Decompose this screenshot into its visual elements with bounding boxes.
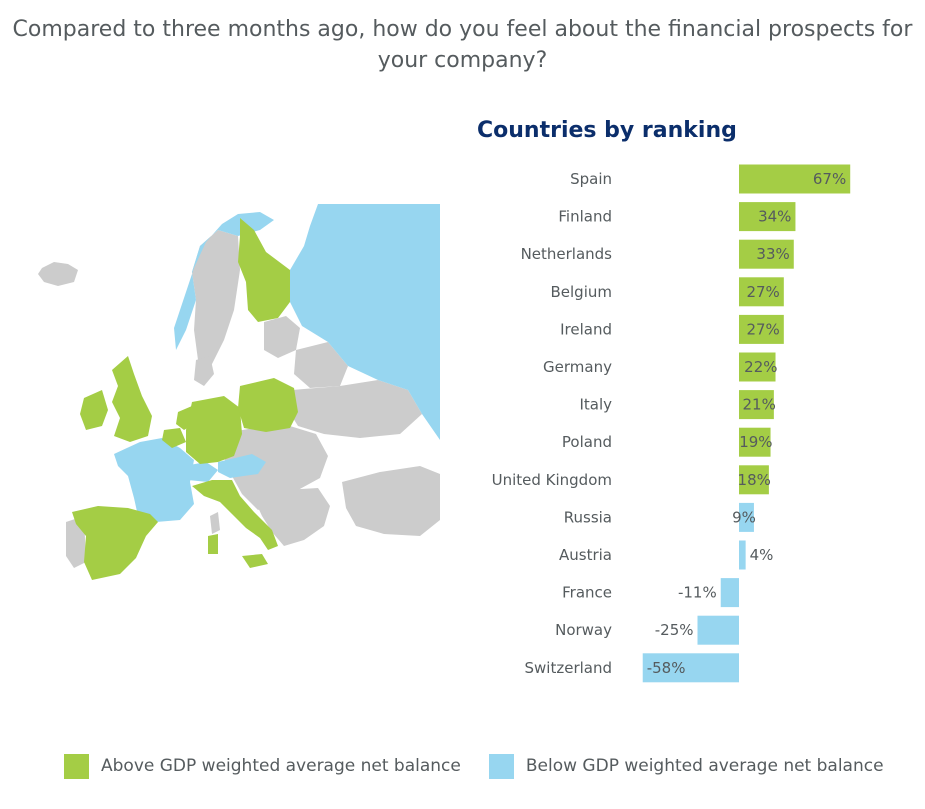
bar-austria bbox=[739, 540, 746, 570]
bar-russia bbox=[739, 502, 754, 532]
baltics-shape bbox=[264, 316, 300, 358]
bar-norway bbox=[697, 615, 739, 645]
russia-shape bbox=[290, 204, 440, 440]
value-label-switzerland: -58% bbox=[647, 659, 686, 677]
bar-spain bbox=[739, 164, 851, 194]
bar-france bbox=[720, 578, 739, 608]
bar-germany bbox=[739, 352, 776, 382]
switzerland-shape bbox=[184, 462, 218, 482]
category-label-switzerland: Switzerland bbox=[525, 659, 613, 677]
france-shape bbox=[114, 438, 194, 522]
legend-item-above: Above GDP weighted average net balance bbox=[64, 753, 461, 779]
bar-italy bbox=[739, 390, 774, 420]
value-label-spain: 67% bbox=[813, 170, 846, 188]
category-label-netherlands: Netherlands bbox=[521, 245, 613, 263]
category-label-united-kingdom: United Kingdom bbox=[492, 471, 612, 489]
chart-title: Countries by ranking bbox=[477, 118, 737, 143]
category-label-poland: Poland bbox=[562, 433, 612, 451]
category-label-germany: Germany bbox=[543, 358, 612, 376]
sweden-shape bbox=[192, 230, 240, 368]
sardinia-italy-shape bbox=[208, 534, 218, 554]
belgium-shape bbox=[162, 428, 186, 448]
value-label-ireland: 27% bbox=[746, 320, 779, 338]
value-label-france: -11% bbox=[678, 584, 717, 602]
value-label-russia: 9% bbox=[732, 508, 756, 526]
ireland-shape bbox=[80, 390, 108, 430]
spain-shape bbox=[72, 506, 158, 580]
sardinia-shape bbox=[210, 512, 220, 534]
iceland-shape bbox=[38, 262, 78, 286]
value-label-finland: 34% bbox=[758, 208, 791, 226]
turkey-shape bbox=[342, 466, 440, 536]
category-label-austria: Austria bbox=[559, 546, 612, 564]
category-label-finland: Finland bbox=[558, 208, 612, 226]
italy-shape bbox=[192, 480, 278, 550]
value-label-germany: 22% bbox=[744, 358, 777, 376]
ranking-bar-chart: Spain 67% Finland 34% Netherlands 33% Belgium 2… bbox=[492, 164, 851, 683]
category-label-france: France bbox=[562, 584, 612, 602]
value-label-poland: 19% bbox=[739, 433, 772, 451]
legend-label-above: Above GDP weighted average net balance bbox=[101, 756, 461, 776]
bar-belgium bbox=[739, 277, 784, 307]
value-label-united-kingdom: 18% bbox=[738, 471, 771, 489]
survey-question: Compared to three months ago, how do you… bbox=[12, 17, 913, 73]
bar-poland bbox=[739, 427, 771, 457]
balkans-shape bbox=[250, 488, 330, 546]
category-label-ireland: Ireland bbox=[560, 320, 612, 338]
value-label-italy: 21% bbox=[743, 396, 776, 414]
poland-shape bbox=[238, 378, 298, 432]
central-europe-shape bbox=[220, 426, 328, 510]
value-label-norway: -25% bbox=[655, 621, 694, 639]
value-label-netherlands: 33% bbox=[756, 245, 789, 263]
legend-swatch-below bbox=[488, 753, 514, 779]
legend-label-below: Below GDP weighted average net balance bbox=[525, 756, 884, 776]
united-kingdom-shape bbox=[112, 356, 152, 442]
legend: Above GDP weighted average net balance B… bbox=[64, 752, 912, 780]
category-label-russia: Russia bbox=[564, 508, 612, 526]
legend-swatch-above bbox=[64, 753, 89, 779]
value-label-belgium: 27% bbox=[746, 283, 779, 301]
norway-shape bbox=[174, 212, 274, 350]
bar-netherlands bbox=[739, 239, 794, 269]
finland-shape bbox=[238, 218, 290, 322]
category-label-italy: Italy bbox=[579, 396, 612, 414]
category-label-norway: Norway bbox=[555, 621, 612, 639]
bar-ireland bbox=[739, 314, 784, 344]
legend-item-below: Below GDP weighted average net balance bbox=[488, 753, 884, 779]
bar-finland bbox=[739, 202, 796, 232]
chart-panel bbox=[470, 155, 920, 721]
germany-shape bbox=[186, 396, 242, 464]
bar-united-kingdom bbox=[739, 465, 769, 495]
sicily-shape bbox=[242, 554, 268, 568]
austria-shape bbox=[218, 454, 266, 478]
bar-switzerland bbox=[642, 653, 739, 683]
europe-map bbox=[38, 204, 440, 580]
category-label-spain: Spain bbox=[570, 170, 612, 188]
ukraine-shape bbox=[288, 380, 422, 438]
category-label-belgium: Belgium bbox=[551, 283, 613, 301]
value-label-austria: 4% bbox=[750, 546, 774, 564]
denmark-shape bbox=[194, 356, 214, 386]
belarus-shape bbox=[294, 342, 348, 388]
